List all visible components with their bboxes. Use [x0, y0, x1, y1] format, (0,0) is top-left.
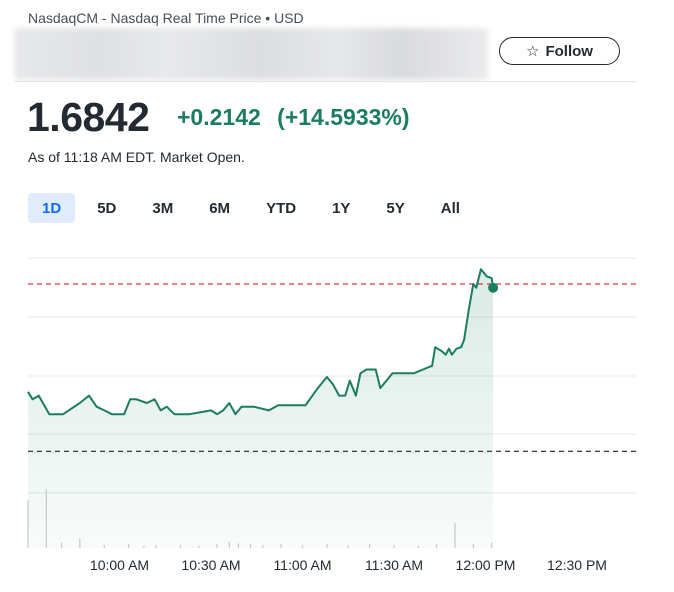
price-chart[interactable]: 10:00 AM 10:30 AM 11:00 AM 11:30 AM 12:00 PM… [0, 240, 674, 592]
range-tab-5y[interactable]: 5Y [386, 199, 405, 217]
x-tick-label: 12:00 PM [456, 557, 516, 573]
range-tab-ytd[interactable]: YTD [266, 199, 297, 217]
follow-button[interactable]: ☆ Follow [499, 37, 620, 65]
range-tab-3m[interactable]: 3M [152, 199, 174, 217]
price-line-group [27, 268, 499, 416]
x-tick-label: 10:30 AM [181, 557, 240, 573]
follow-label: Follow [545, 42, 593, 60]
x-tick-label: 11:30 AM [365, 557, 423, 573]
range-tab-all[interactable]: All [440, 199, 460, 217]
exchange-info: NasdaqCM - Nasdaq Real Time Price • USD [28, 10, 304, 26]
x-tick-label: 10:00 AM [90, 557, 149, 573]
x-axis-ticks: 10:00 AM 10:30 AM 11:00 AM 11:30 AM 12:00 PM… [90, 557, 607, 573]
range-tab-5d[interactable]: 5D [97, 199, 117, 217]
range-tab-1y[interactable]: 1Y [332, 199, 351, 217]
quote-timestamp: As of 11:18 AM EDT. Market Open. [28, 149, 245, 165]
header-divider [14, 81, 636, 82]
current-price: 1.6842 [27, 94, 150, 140]
price-change: +0.2142 (+14.5933%) [177, 104, 410, 131]
star-icon: ☆ [526, 42, 540, 60]
company-name-redacted [14, 28, 488, 80]
price-line [27, 268, 495, 416]
change-value: +0.2142 [177, 104, 261, 130]
range-tab-6m[interactable]: 6M [209, 199, 231, 217]
range-tabs: 1D 5D 3M 6M YTD 1Y 5Y All [28, 193, 482, 223]
change-percent: (+14.5933%) [277, 104, 410, 130]
reference-lines [28, 283, 636, 452]
range-tab-1d[interactable]: 1D [28, 193, 76, 223]
x-tick-label: 11:00 AM [273, 557, 331, 573]
x-tick-label: 12:30 PM [547, 557, 607, 573]
last-price-marker [488, 282, 499, 293]
price-chart-svg[interactable]: 10:00 AM 10:30 AM 11:00 AM 11:30 AM 12:00 PM… [0, 240, 674, 592]
